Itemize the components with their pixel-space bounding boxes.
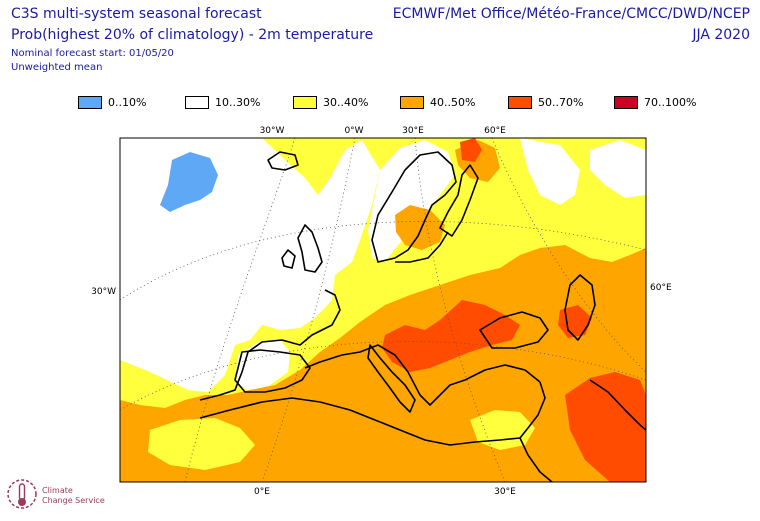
legend-swatch-5 (614, 96, 638, 109)
coast-finland (439, 164, 479, 237)
centres-text: ECMWF/Met Office/Météo-France/CMCC/DWD/N… (392, 6, 750, 22)
parallel-north (120, 221, 646, 301)
legend-label-3: 40..50% (430, 96, 476, 109)
field-10-30-scandinavia (368, 140, 455, 262)
legend-label-5: 70..100% (644, 96, 697, 109)
legend-swatch-3 (400, 96, 424, 109)
legend: 0..10% 10..30% 30..40% 40..50% 50..70% 7… (0, 95, 760, 111)
c3s-logo: Climate Change Service (4, 476, 124, 516)
meridian-30e (414, 138, 506, 482)
field-30-40-middle-east (470, 410, 535, 450)
coast-italy (367, 344, 416, 413)
axis-label-top-1: 0°W (344, 126, 363, 136)
field-50-70-balkans (382, 300, 520, 372)
field-50-70-arabia (565, 372, 646, 482)
legend-label-1: 10..30% (215, 96, 261, 109)
title-line-1: C3S multi-system seasonal forecast (11, 6, 262, 22)
field-0-10-atlantic (160, 152, 218, 212)
probability-field (120, 138, 646, 482)
logo-text-line-1: Climate (42, 486, 73, 495)
field-50-70-caspian (558, 305, 592, 338)
coast-black-sea (479, 311, 549, 349)
thermometer-logo-icon (7, 479, 37, 509)
field-10-30-russia (520, 138, 580, 205)
title-line-2: Prob(highest 20% of climatology) - 2m te… (11, 27, 374, 43)
legend-swatch-2 (293, 96, 317, 109)
logo-text-line-2: Change Service (42, 496, 105, 505)
graticule (120, 138, 646, 482)
coast-continent-west (199, 289, 341, 401)
axis-label-bottom-1: 30°E (494, 487, 516, 497)
forecast-start-text: Nominal forecast start: 01/05/20 (11, 48, 174, 59)
coast-north-africa (199, 397, 521, 446)
coast-scandinavia (371, 151, 457, 263)
field-40-50-baltic (395, 205, 445, 250)
axis-label-top-0: 30°W (260, 126, 285, 136)
axis-label-top-3: 60°E (484, 126, 506, 136)
legend-swatch-0 (78, 96, 102, 109)
map-frame (119, 137, 647, 483)
season-text: JJA 2020 (692, 27, 750, 43)
legend-swatch-4 (508, 96, 532, 109)
coastlines (199, 151, 646, 482)
meridian-0 (261, 138, 356, 482)
axis-label-bottom-0: 0°E (254, 487, 270, 497)
axis-label-top-2: 30°E (402, 126, 424, 136)
legend-label-4: 50..70% (538, 96, 584, 109)
coast-mediterranean-north (304, 344, 541, 406)
legend-label-2: 30..40% (323, 96, 369, 109)
coast-persian-gulf (589, 379, 646, 431)
field-30-40-africa (148, 418, 255, 470)
field-50-70-north (460, 138, 482, 162)
axis-label-left: 30°W (91, 287, 116, 297)
coast-iberia (234, 349, 311, 393)
coast-caspian (564, 274, 596, 341)
legend-label-0: 0..10% (108, 96, 147, 109)
coast-baltic (395, 231, 449, 263)
field-10-30-east (590, 140, 646, 198)
coast-levant (519, 381, 546, 439)
coast-iceland (267, 151, 299, 171)
coast-britain (297, 224, 323, 273)
coast-red-sea (519, 437, 553, 482)
parallel-mid (120, 341, 646, 411)
weighting-text: Unweighted mean (11, 62, 103, 73)
axis-label-right: 60°E (650, 283, 672, 293)
coast-ireland (281, 249, 296, 269)
field-10-30-iberia (235, 340, 290, 392)
meridian-30w (184, 138, 296, 482)
legend-swatch-1 (185, 96, 209, 109)
